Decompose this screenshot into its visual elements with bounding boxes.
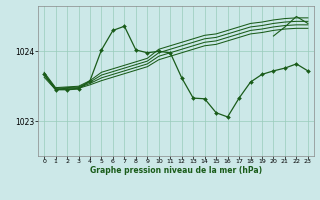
X-axis label: Graphe pression niveau de la mer (hPa): Graphe pression niveau de la mer (hPa) (90, 166, 262, 175)
